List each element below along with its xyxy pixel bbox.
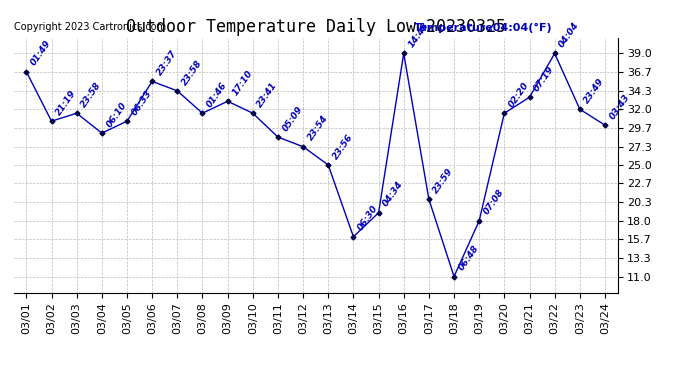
Text: 02:20: 02:20 — [507, 80, 531, 109]
Text: Copyright 2023 Cartronics.com: Copyright 2023 Cartronics.com — [14, 22, 166, 33]
Text: 03:43: 03:43 — [608, 92, 631, 121]
Text: 23:59: 23:59 — [432, 166, 455, 195]
Text: 23:41: 23:41 — [255, 80, 279, 109]
Text: Temperature04:04(°F): Temperature04:04(°F) — [414, 22, 553, 33]
Text: 23:49: 23:49 — [582, 76, 607, 105]
Title: Outdoor Temperature Daily Low 20230325: Outdoor Temperature Daily Low 20230325 — [126, 18, 506, 36]
Text: 01:49: 01:49 — [29, 39, 53, 68]
Text: 23:56: 23:56 — [331, 132, 355, 161]
Text: 06:10: 06:10 — [105, 100, 128, 129]
Text: 04:04: 04:04 — [558, 21, 581, 49]
Text: 14:48: 14:48 — [406, 21, 431, 49]
Text: 23:37: 23:37 — [155, 48, 179, 77]
Text: 17:10: 17:10 — [230, 69, 254, 97]
Text: 06:30: 06:30 — [356, 204, 380, 232]
Text: 23:58: 23:58 — [180, 58, 204, 87]
Text: 01:46: 01:46 — [205, 80, 229, 109]
Text: 21:19: 21:19 — [55, 88, 78, 117]
Text: 06:48: 06:48 — [457, 244, 481, 272]
Text: 05:09: 05:09 — [281, 104, 304, 133]
Text: 06:33: 06:33 — [130, 88, 154, 117]
Text: 07:19: 07:19 — [532, 64, 556, 93]
Text: 07:08: 07:08 — [482, 188, 506, 217]
Text: 23:54: 23:54 — [306, 114, 330, 142]
Text: 04:34: 04:34 — [382, 180, 405, 209]
Text: 23:58: 23:58 — [79, 80, 104, 109]
